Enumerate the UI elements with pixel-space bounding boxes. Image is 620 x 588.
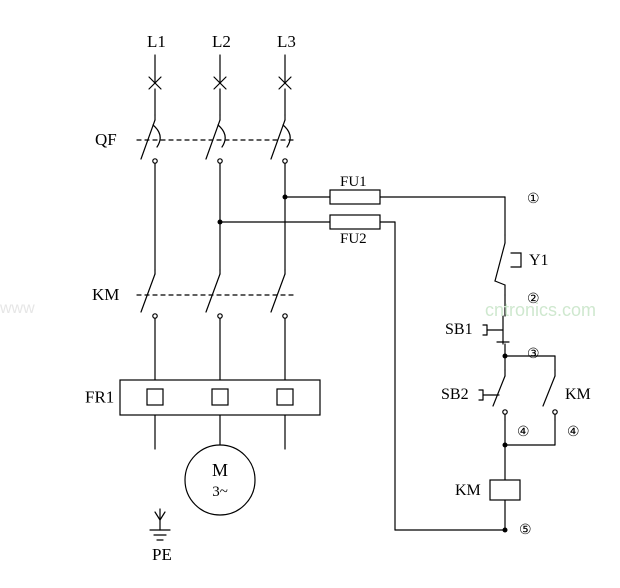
label-qf: QF <box>95 130 117 149</box>
node-4b: ④ <box>567 425 580 440</box>
label-motor-m: M <box>212 460 228 480</box>
node-2: ② <box>527 292 540 307</box>
node-5: ⑤ <box>519 523 532 538</box>
label-y1: Y1 <box>529 252 549 269</box>
label-km-main: KM <box>92 285 119 304</box>
circuit-diagram: L1 L2 L3 QF KM FR1 M 3~ PE FU1 FU2 ① Y1 ② SB1 ③ SB2 KM ④ ④ K… <box>0 0 620 588</box>
label-sb1: SB1 <box>445 321 473 338</box>
label-fr1: FR1 <box>85 388 114 407</box>
label-pe: PE <box>152 545 172 564</box>
node-3: ③ <box>527 347 540 362</box>
label-fu2: FU2 <box>340 231 367 247</box>
svg-text:L2: L2 <box>212 32 231 51</box>
label-km-aux: KM <box>565 386 591 403</box>
label-fu1: FU1 <box>340 174 367 190</box>
svg-text:L1: L1 <box>147 32 166 51</box>
label-km-coil: KM <box>455 482 481 499</box>
label-motor-3ph: 3~ <box>212 484 228 500</box>
node-4a: ④ <box>517 425 530 440</box>
node-1: ① <box>527 192 540 207</box>
svg-text:L3: L3 <box>277 32 296 51</box>
label-sb2: SB2 <box>441 386 469 403</box>
